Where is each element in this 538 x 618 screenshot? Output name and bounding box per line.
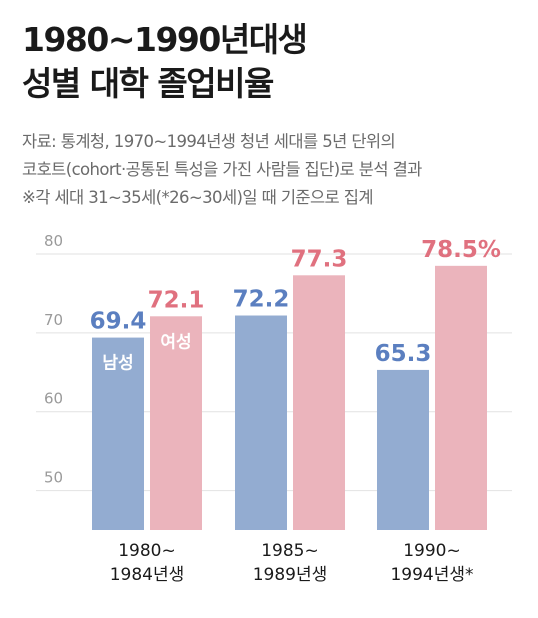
bar-여성-0	[150, 316, 202, 530]
category-label-0-0: 1980~	[118, 541, 176, 561]
value-label-여성-1: 77.3	[291, 246, 348, 272]
source-line-1: 자료: 통계청, 1970~1994년생 청년 세대를 5년 단위의	[22, 132, 396, 151]
source-note: 자료: 통계청, 1970~1994년생 청년 세대를 5년 단위의 코호트(c…	[22, 128, 422, 212]
value-label-남성-0: 69.4	[90, 309, 147, 335]
category-label-0-1: 1984년생	[110, 565, 185, 585]
chart-title: 1980~1990년대생 성별 대학 졸업비율	[22, 18, 308, 106]
category-label-1-1: 1989년생	[253, 565, 328, 585]
category-label-2-0: 1990~	[403, 541, 461, 561]
value-label-남성-2: 65.3	[375, 341, 432, 367]
category-label-1-0: 1985~	[261, 541, 319, 561]
source-line-2: 코호트(cohort·공통된 특성을 가진 사람들 집단)로 분석 결과	[22, 160, 422, 179]
category-label-2-1: 1994년생*	[390, 565, 473, 585]
value-label-여성-2: 78.5%	[421, 237, 501, 263]
y-tick-label-50: 50	[44, 469, 63, 487]
value-label-여성-0: 72.1	[148, 287, 205, 313]
title-line-2: 성별 대학 졸업비율	[22, 64, 274, 103]
series-label-여성: 여성	[160, 332, 191, 352]
source-line-3: ※각 세대 31~35세(*26~30세)일 때 기준으로 집계	[22, 188, 374, 207]
y-tick-label-80: 80	[44, 232, 63, 250]
series-label-남성: 남성	[102, 354, 133, 374]
title-line-1: 1980~1990년대생	[22, 20, 308, 59]
bar-남성-1	[235, 315, 287, 530]
bar-여성-1	[293, 275, 345, 530]
y-tick-label-60: 60	[44, 390, 63, 408]
bar-여성-2	[435, 265, 487, 530]
bar-남성-2	[377, 369, 429, 530]
bar-남성-0	[92, 337, 144, 530]
y-tick-label-70: 70	[44, 311, 63, 329]
value-label-남성-1: 72.2	[233, 287, 290, 313]
